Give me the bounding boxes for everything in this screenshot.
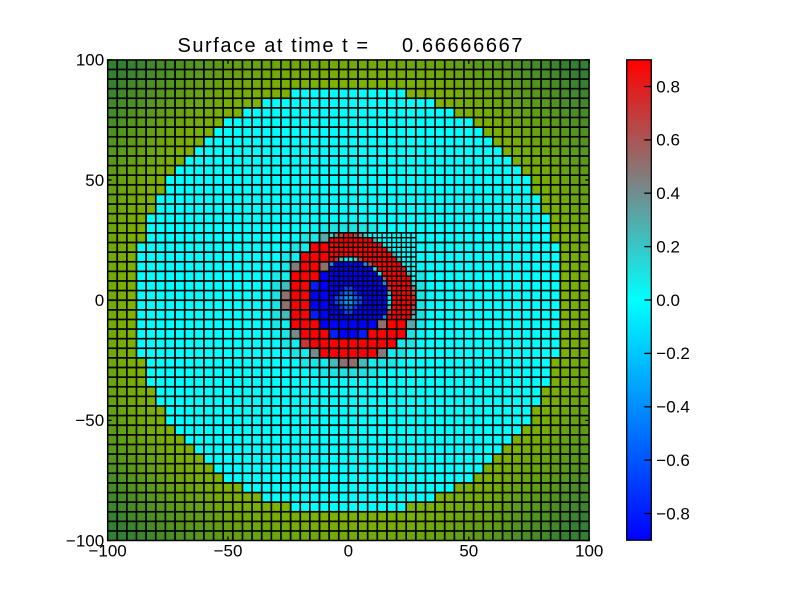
svg-text:0.2: 0.2 <box>656 237 680 256</box>
svg-text:0.4: 0.4 <box>656 184 680 203</box>
svg-text:−0.6: −0.6 <box>656 451 690 470</box>
svg-text:0.6: 0.6 <box>656 131 680 150</box>
svg-text:0: 0 <box>344 542 353 561</box>
svg-text:−50: −50 <box>214 542 243 561</box>
svg-text:−100: −100 <box>66 531 104 550</box>
svg-text:−100: −100 <box>88 542 126 561</box>
svg-text:0.0: 0.0 <box>656 291 680 310</box>
svg-text:100: 100 <box>575 542 603 561</box>
svg-text:0: 0 <box>95 291 104 310</box>
svg-text:50: 50 <box>459 542 478 561</box>
svg-text:−50: −50 <box>75 411 104 430</box>
svg-text:−0.2: −0.2 <box>656 344 690 363</box>
svg-text:100: 100 <box>76 51 104 70</box>
svg-text:50: 50 <box>85 171 104 190</box>
svg-text:0.66666667: 0.66666667 <box>402 35 523 57</box>
svg-text:−0.8: −0.8 <box>656 504 690 523</box>
svg-text:−0.4: −0.4 <box>656 398 690 417</box>
svg-text:Surface at time t =: Surface at time t = <box>178 35 369 57</box>
svg-text:0.8: 0.8 <box>656 77 680 96</box>
